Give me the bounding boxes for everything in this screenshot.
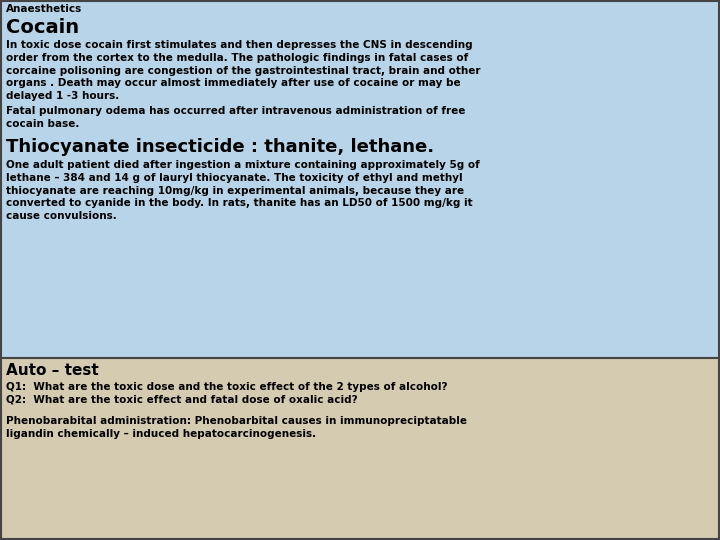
Text: Thiocyanate insecticide : thanite, lethane.: Thiocyanate insecticide : thanite, letha… (6, 138, 434, 156)
Text: In toxic dose cocain first stimulates and then depresses the CNS in descending
o: In toxic dose cocain first stimulates an… (6, 40, 480, 101)
Bar (0, 358, 720, 540)
Text: Anaesthetics: Anaesthetics (6, 4, 82, 14)
Text: Fatal pulmonary odema has occurred after intravenous administration of free
coca: Fatal pulmonary odema has occurred after… (6, 106, 465, 129)
Text: Q2:  What are the toxic effect and fatal dose of oxalic acid?: Q2: What are the toxic effect and fatal … (6, 394, 358, 404)
Text: Phenobarabital administration: Phenobarbital causes in immunopreciptatable
ligan: Phenobarabital administration: Phenobarb… (6, 416, 467, 439)
Text: Q1:  What are the toxic dose and the toxic effect of the 2 types of alcohol?: Q1: What are the toxic dose and the toxi… (6, 382, 448, 392)
Text: Auto – test: Auto – test (6, 363, 99, 378)
Text: Cocain: Cocain (6, 18, 79, 37)
Text: One adult patient died after ingestion a mixture containing approximately 5g of
: One adult patient died after ingestion a… (6, 160, 480, 221)
Bar (0, 0, 720, 358)
